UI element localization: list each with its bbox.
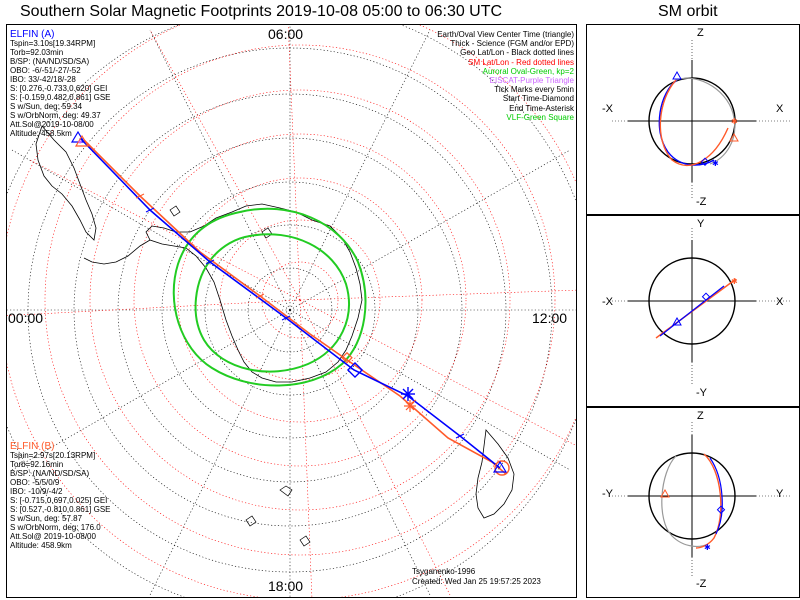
probe-b-line: S: [0.527,-0.810,0.861] GSE xyxy=(10,505,111,514)
probe-b-line: B/SP: (NA/ND/SD/SA) xyxy=(10,469,90,478)
coastline-south-africa xyxy=(475,429,515,519)
orbit-c-top-label: Z xyxy=(697,410,704,422)
probe-b-line: IBO: -10/9/-4/2 xyxy=(10,487,63,496)
probe-a-line: OBO: -6/-51/-27/-52 xyxy=(10,66,81,75)
probe-a-line: Altitude: 458.5km xyxy=(10,129,72,138)
probe-a-line: S w/Sun, deg: 59.34 xyxy=(10,102,83,111)
time-label-left: 00:00 xyxy=(8,310,44,326)
probe-b-line: S: [-0.715,0.697,0.025] GEI xyxy=(10,496,108,505)
svg-text:✱: ✱ xyxy=(712,159,719,168)
legend-entry: Geo Lat/Lon - Black dotted lines xyxy=(460,48,574,58)
probe-a-line: S: [0.276,-0.733,0.620] GEI xyxy=(10,84,108,93)
eiscat-marker xyxy=(78,140,82,144)
legend-entry: Auroral Oval-Green, kp=2 xyxy=(482,66,574,76)
orbit-c-bottom-label: -Z xyxy=(696,578,707,590)
orbit-b-left-label: -X xyxy=(602,296,613,308)
legend-entry: EISCAT-Purple Triangle xyxy=(489,75,574,85)
probe-b-line: S w/OrbNorm, deg: 176.0 xyxy=(10,523,101,532)
sm-grid xyxy=(7,25,576,597)
probe-a-line: B/SP: (NA/ND/SD/SA) xyxy=(10,57,90,66)
probe-a-start-diamond xyxy=(346,361,364,379)
probe-a-line: Tspin=3.10s[19.34RPM] xyxy=(10,39,96,48)
probe-a-end-asterisk xyxy=(401,387,415,401)
probe-b-line: Att.Sol@ 2019-10-08/00 xyxy=(10,532,96,541)
credit-created: Created: Wed Jan 25 19:57:25 2023 xyxy=(412,576,541,586)
orbit-b-right-label: X xyxy=(776,296,784,308)
credit: Tsyganenko-1996 Created: Wed Jan 25 19:5… xyxy=(412,567,541,586)
orbit-b-bottom-label: -Y xyxy=(696,387,707,399)
svg-text:✱: ✱ xyxy=(731,277,738,286)
legend-entry: Thick - Science (FGM and/or EPD) xyxy=(450,39,574,49)
probe-b-center-marker xyxy=(494,460,510,476)
credit-model: Tsyganenko-1996 xyxy=(412,567,476,576)
probe-a-line: IBO: 33/-42/18/-28 xyxy=(10,75,76,84)
probe-a-line: S: [-0.159,0.482,0.861] GSE xyxy=(10,93,111,102)
orbit-b-top-label: Y xyxy=(697,218,705,230)
orbit-c-left-label: -Y xyxy=(602,488,613,500)
probe-b-start-diamond xyxy=(341,351,353,364)
orbit-plot-xy: ✱ xyxy=(612,228,790,386)
orbit-a-top-label: Z xyxy=(697,27,704,39)
orbit-plot-yz: ✱ xyxy=(612,422,790,578)
orbit-a-left-label: -X xyxy=(602,103,613,115)
probe-a-track xyxy=(79,137,501,469)
probe-b-line: Altitude: 458.9km xyxy=(10,541,72,550)
legend: Earth/Oval View Center Time (triangle) T… xyxy=(437,30,574,122)
orbit-a-bottom-label: -Z xyxy=(696,196,707,208)
svg-text:✱: ✱ xyxy=(731,117,738,126)
probe-a-line: Torb=92.03min xyxy=(10,48,64,57)
probe-b-name: ELFIN (B) xyxy=(10,441,55,452)
legend-entry: VLF-Green Square xyxy=(506,112,574,122)
probe-b-ticks xyxy=(135,193,417,405)
probe-a-line: Att.Sol@2019-10-08/00 xyxy=(10,120,94,129)
probe-b-line: Torb=92.16min xyxy=(10,460,64,469)
page-title: Southern Solar Magnetic Footprints 2019-… xyxy=(20,3,503,20)
coastline-peninsula xyxy=(83,239,151,265)
probe-b-line: Tspin=2.97s[20.13RPM] xyxy=(10,451,96,460)
time-label-bottom: 18:00 xyxy=(268,578,304,594)
probe-b-line: S w/Sun, deg: 57.87 xyxy=(10,514,83,523)
auroral-oval-inner xyxy=(194,233,350,373)
probe-a-center-triangle xyxy=(492,460,508,473)
orbit-c-right-label: Y xyxy=(776,488,784,500)
legend-entry: Start Time-Diamond xyxy=(502,94,574,104)
orbit-title: SM orbit xyxy=(658,3,718,20)
legend-entry: Earth/Oval View Center Time (triangle) xyxy=(437,30,574,39)
footprint-map-panel xyxy=(6,24,577,598)
time-label-right: 12:00 xyxy=(532,310,568,326)
probe-b-line: OBO: -5/5/0/9 xyxy=(10,478,60,487)
probe-b-end-asterisk xyxy=(404,400,416,412)
auroral-oval-outer xyxy=(172,207,367,387)
orbit-plot-xz: ✱ ✱ xyxy=(612,40,790,200)
coastline-islands xyxy=(169,205,311,547)
probe-a-info: ELFIN (A) Tspin=3.10s[19.34RPM] Torb=92.… xyxy=(10,29,111,139)
legend-entry: SM Lat/Lon - Red dotted lines xyxy=(468,57,574,67)
time-label-top: 06:00 xyxy=(268,26,304,42)
probe-a-line: S w/OrbNorm, deg: 49.37 xyxy=(10,111,101,120)
coastline-south-america xyxy=(35,125,97,241)
probe-b-info: ELFIN (B) Tspin=2.97s[20.13RPM] Torb=92.… xyxy=(10,441,111,551)
probe-a-name: ELFIN (A) xyxy=(10,29,55,40)
orbit-a-right-label: X xyxy=(776,103,784,115)
legend-entry: End Time-Asterisk xyxy=(509,103,574,113)
probe-b-track xyxy=(83,139,507,475)
svg-text:✱: ✱ xyxy=(704,543,711,552)
legend-entry: Tick Marks every 5min xyxy=(494,85,574,95)
probe-a-ticks xyxy=(145,207,465,439)
